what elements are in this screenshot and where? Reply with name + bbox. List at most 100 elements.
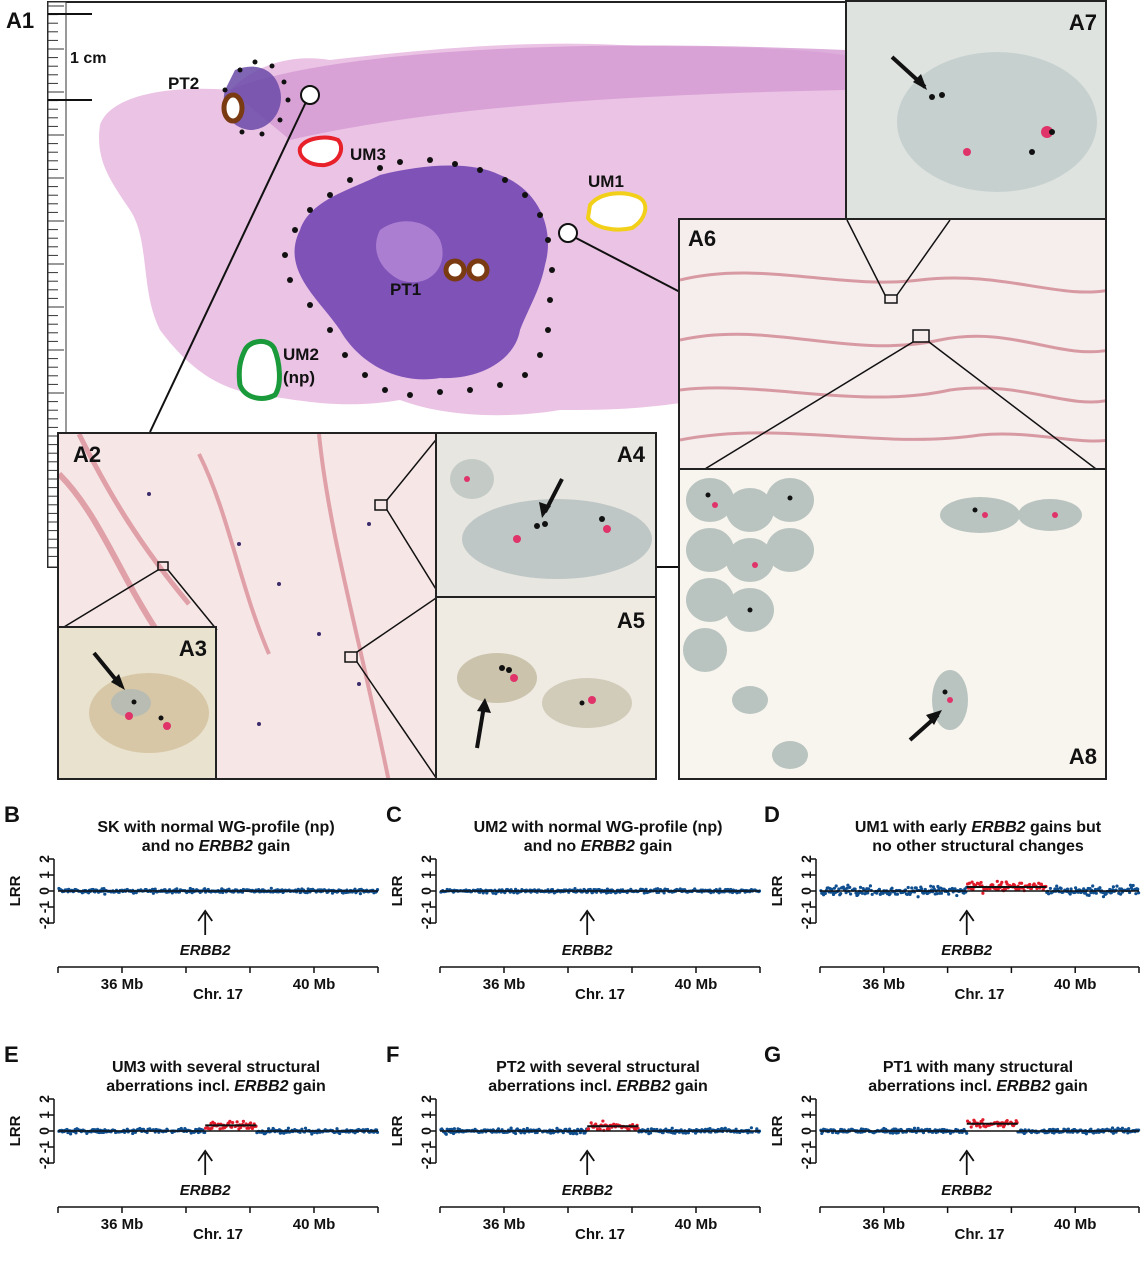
point	[491, 891, 495, 895]
inset-a8: A8	[678, 468, 1107, 780]
point	[1091, 884, 1095, 888]
x-tick-label: 40 Mb	[675, 1216, 718, 1233]
point	[269, 886, 273, 891]
point	[955, 893, 959, 898]
point	[1137, 891, 1141, 895]
point	[723, 1126, 727, 1130]
gain-point	[636, 1126, 640, 1130]
point	[496, 1127, 501, 1131]
gain-point	[595, 1127, 600, 1131]
x-tick-label: 36 Mb	[101, 976, 144, 993]
y-tick-label: -2	[798, 917, 814, 930]
point	[867, 887, 871, 891]
point	[749, 1126, 753, 1130]
point	[656, 887, 660, 891]
gain-point	[589, 1121, 593, 1125]
panel-label-a1: A1	[6, 8, 35, 33]
point	[1048, 886, 1052, 891]
y-tick-label: 0	[36, 887, 52, 895]
point	[1111, 885, 1115, 889]
point	[839, 891, 843, 896]
point	[1055, 884, 1059, 888]
gain-point	[218, 1127, 222, 1131]
point	[844, 891, 848, 895]
y-tick-label: -1	[418, 901, 434, 914]
y-axis-label: LRR	[389, 875, 406, 906]
point	[444, 1132, 448, 1136]
panel-label-g: G	[764, 1042, 782, 1067]
x-tick-label: 36 Mb	[483, 976, 526, 993]
gain-point	[1012, 883, 1016, 887]
point	[686, 1131, 690, 1135]
point	[870, 892, 874, 896]
chart-c-title: UM2 with normal WG-profile (np) and no E…	[473, 819, 723, 855]
point	[358, 892, 362, 896]
data-points	[819, 879, 1141, 899]
point	[644, 887, 648, 891]
region-label-np: (np)	[283, 368, 316, 387]
point	[153, 887, 157, 891]
inset-a5: A5	[435, 596, 657, 780]
y-tick-label: 2	[418, 1095, 434, 1103]
data-points	[819, 1118, 1141, 1136]
panel-label-e: E	[4, 1042, 19, 1067]
point	[853, 887, 857, 891]
point	[662, 891, 666, 895]
gain-point	[967, 881, 971, 885]
gain-point	[1005, 1118, 1009, 1123]
point	[1131, 883, 1135, 888]
x-tick-label: 36 Mb	[483, 1216, 526, 1233]
point	[1094, 891, 1098, 895]
panel-label-f: F	[386, 1042, 400, 1067]
point	[890, 886, 894, 890]
x-axis-label: Chr. 17	[575, 986, 625, 1003]
x-tick-label: 40 Mb	[1054, 1216, 1097, 1233]
y-tick-label: 2	[418, 855, 434, 863]
point	[131, 1131, 135, 1136]
y-tick-label: 2	[36, 855, 52, 863]
point	[834, 884, 838, 888]
point	[267, 1127, 271, 1131]
pt2-outline	[221, 92, 245, 124]
gain-point	[1028, 882, 1032, 887]
inset-a6: A6	[678, 218, 1107, 470]
y-tick-label: 2	[798, 855, 814, 863]
point	[1134, 892, 1138, 896]
y-tick-label: -1	[36, 1141, 52, 1154]
y-tick-label: 0	[418, 1127, 434, 1135]
x-tick-label: 40 Mb	[675, 976, 718, 993]
point	[1082, 887, 1086, 891]
point	[1110, 1126, 1115, 1130]
y-tick-label: -1	[418, 1141, 434, 1154]
point	[1047, 892, 1051, 896]
point	[881, 891, 885, 895]
chart-f: 2 1 0 -1 -2 LRR ERBB2 36 Mb 40 Mb Chr. 17	[389, 1095, 762, 1243]
gain-point	[981, 891, 985, 895]
point	[914, 886, 918, 890]
point	[134, 891, 138, 895]
point	[1093, 887, 1097, 892]
y-tick-label: 2	[798, 1095, 814, 1103]
point	[642, 891, 646, 895]
point	[175, 887, 179, 891]
region-label-um3: UM3	[350, 145, 386, 164]
point	[1089, 1127, 1093, 1131]
point	[96, 1127, 100, 1131]
point	[1111, 1131, 1115, 1135]
point	[1101, 895, 1106, 899]
pt1-outline-a	[443, 258, 467, 282]
y-tick-label: 2	[36, 1095, 52, 1103]
inset-a7: A7	[845, 0, 1107, 220]
gain-point	[996, 1124, 1000, 1128]
chart-c: 2 1 0 -1 -2 LRR ERBB2 36 Mb 40 Mb Chr. 17	[389, 855, 762, 1003]
point	[1128, 883, 1133, 887]
x-axis-label: Chr. 17	[575, 1226, 625, 1243]
point	[575, 1132, 579, 1136]
point	[103, 892, 107, 896]
x-axis-label: Chr. 17	[954, 1226, 1004, 1243]
gene-label: ERBB2	[562, 942, 614, 959]
y-tick-label: 0	[418, 887, 434, 895]
pt1-outline-b	[466, 258, 490, 282]
gain-point	[1003, 887, 1007, 891]
y-tick-label: 0	[798, 1127, 814, 1135]
